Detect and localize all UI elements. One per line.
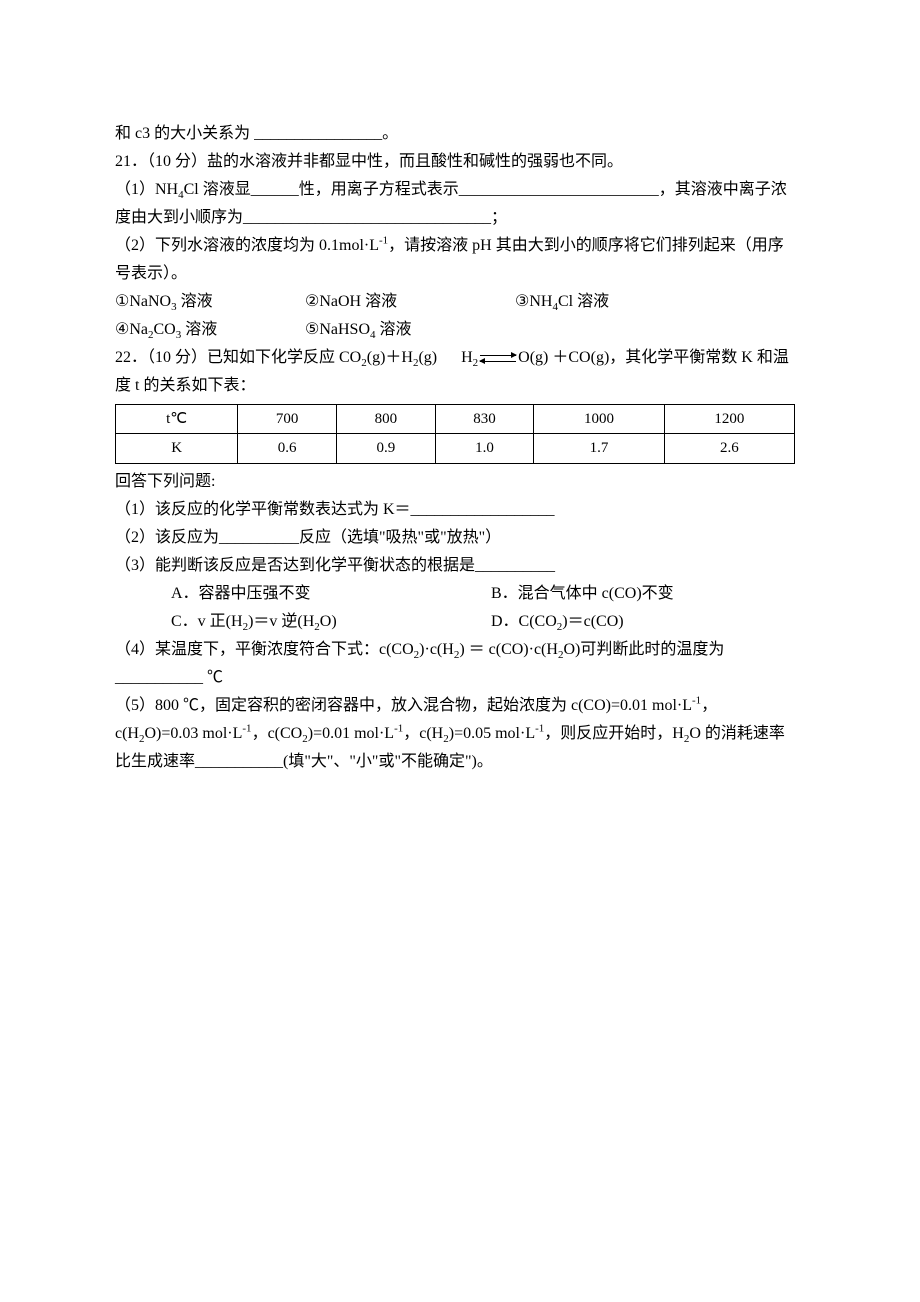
solution-5: ⑤NaHSO4 溶液 <box>305 316 412 344</box>
solution-4: ④Na2CO3 溶液 <box>115 316 305 344</box>
text: H <box>461 349 473 366</box>
text: ) ＝ c(CO)·c(H <box>459 641 558 658</box>
line-continuation: 和 c3 的大小关系为 ________________。 <box>115 120 795 148</box>
text: ④Na <box>115 321 148 338</box>
table-cell: t℃ <box>116 405 238 434</box>
text: （5）800 ℃，固定容积的密闭容器中，放入混合物，起始浓度为 c(CO)=0.… <box>115 697 692 714</box>
text: )=0.05 mol·L <box>449 725 535 742</box>
q21-part1: （1）NH4Cl 溶液显______性，用离子方程式表示____________… <box>115 176 795 232</box>
table-cell: 2.6 <box>664 434 794 463</box>
text: ①NaNO <box>115 293 171 310</box>
text: )·c(H <box>419 641 454 658</box>
table-cell: 1200 <box>664 405 794 434</box>
option-d: D．C(CO2)＝c(CO) <box>491 608 624 636</box>
table-cell: 700 <box>238 405 337 434</box>
text: O)=0.03 mol·L <box>144 725 242 742</box>
text: (g)＋H <box>367 349 413 366</box>
table-cell: 0.9 <box>336 434 435 463</box>
sub: 2 <box>473 357 479 369</box>
table-cell: 830 <box>435 405 534 434</box>
text: (g) <box>418 349 437 366</box>
text: （2）下列水溶液的浓度均为 0.1mol·L <box>115 237 379 254</box>
q21-solutions-row1: ①NaNO3 溶液 ②NaOH 溶液 ③NH4Cl 溶液 <box>115 288 795 316</box>
text: 溶液 <box>376 321 412 338</box>
q22-part3: （3）能判断该反应是否达到化学平衡状态的根据是__________ <box>115 552 795 580</box>
text: C．v 正(H <box>171 613 243 630</box>
sup: -1 <box>692 694 701 706</box>
text: ，c(CO <box>252 725 303 742</box>
q22-options-row2: C．v 正(H2)＝v 逆(H2O) D．C(CO2)＝c(CO) <box>115 608 795 636</box>
sup: -1 <box>379 235 388 247</box>
q21-part2: （2）下列水溶液的浓度均为 0.1mol·L-1，请按溶液 pH 其由大到小的顺… <box>115 232 795 288</box>
text: ③NH <box>515 293 552 310</box>
text: 溶液 <box>181 321 217 338</box>
q22-stem: 22．（10 分）已知如下化学反应 CO2(g)＋H2(g) H2O(g) ＋C… <box>115 344 795 400</box>
table-row: K 0.6 0.9 1.0 1.7 2.6 <box>116 434 795 463</box>
solution-1: ①NaNO3 溶液 <box>115 288 305 316</box>
solution-3: ③NH4Cl 溶液 <box>515 288 609 316</box>
text: ，c(H <box>403 725 443 742</box>
text: 溶液 <box>177 293 213 310</box>
equilibrium-table: t℃ 700 800 830 1000 1200 K 0.6 0.9 1.0 1… <box>115 404 795 464</box>
solution-2: ②NaOH 溶液 <box>305 288 515 316</box>
option-b: B．混合气体中 c(CO)不变 <box>491 580 674 608</box>
table-row: t℃ 700 800 830 1000 1200 <box>116 405 795 434</box>
table-cell: 1000 <box>534 405 664 434</box>
text: （4）某温度下，平衡浓度符合下式：c(CO <box>115 641 414 658</box>
text: )＝v 逆(H <box>248 613 314 630</box>
text: )=0.01 mol·L <box>308 725 394 742</box>
text: O) <box>320 613 337 630</box>
text: CO <box>154 321 176 338</box>
q22-part2: （2）该反应为__________反应（选填"吸热"或"放热"） <box>115 524 795 552</box>
text: )＝c(CO) <box>562 613 623 630</box>
option-c: C．v 正(H2)＝v 逆(H2O) <box>171 608 491 636</box>
table-cell: 0.6 <box>238 434 337 463</box>
option-a: A．容器中压强不变 <box>171 580 491 608</box>
q21-stem: 21．（10 分）盐的水溶液并非都显中性，而且酸性和碱性的强弱也不同。 <box>115 148 795 176</box>
text: Cl 溶液 <box>558 293 609 310</box>
text: Cl 溶液显______性，用离子方程式表示__________________… <box>115 181 787 226</box>
q22-part5: （5）800 ℃，固定容积的密闭容器中，放入混合物，起始浓度为 c(CO)=0.… <box>115 692 795 776</box>
sup: -1 <box>394 722 403 734</box>
text: ⑤NaHSO <box>305 321 370 338</box>
q22-part4: （4）某温度下，平衡浓度符合下式：c(CO2)·c(H2) ＝ c(CO)·c(… <box>115 636 795 692</box>
table-cell: K <box>116 434 238 463</box>
q21-solutions-row2: ④Na2CO3 溶液 ⑤NaHSO4 溶液 <box>115 316 795 344</box>
sup: -1 <box>242 722 251 734</box>
text: ，则反应开始时，H <box>544 725 684 742</box>
text: D．C(CO <box>491 613 557 630</box>
text: （1）NH <box>115 181 178 198</box>
table-cell: 1.7 <box>534 434 664 463</box>
text: 22．（10 分）已知如下化学反应 CO <box>115 349 361 366</box>
table-cell: 800 <box>336 405 435 434</box>
table-cell: 1.0 <box>435 434 534 463</box>
sup: -1 <box>535 722 544 734</box>
q22-options-row1: A．容器中压强不变 B．混合气体中 c(CO)不变 <box>115 580 795 608</box>
q22-part1: （1）该反应的化学平衡常数表达式为 K＝__________________ <box>115 496 795 524</box>
q22-after-table: 回答下列问题: <box>115 468 795 496</box>
